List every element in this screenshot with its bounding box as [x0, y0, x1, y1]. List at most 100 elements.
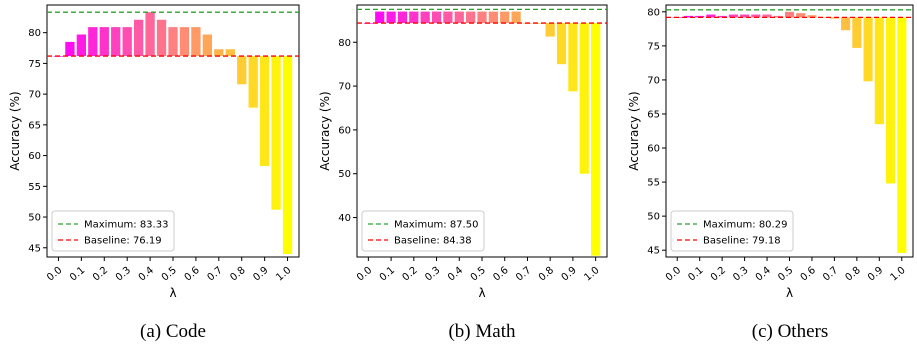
x-tick-label: 0.0 — [355, 265, 374, 284]
x-tick-label: 0.8 — [228, 265, 247, 284]
y-axis-title: Accuracy (%) — [8, 91, 22, 170]
bar — [874, 17, 884, 125]
bar — [568, 23, 578, 92]
bar — [386, 11, 396, 24]
x-tick-label: 1.0 — [888, 265, 907, 284]
x-tick-label: 0.8 — [844, 265, 863, 284]
x-tick-label: 0.2 — [400, 265, 419, 284]
y-tick-label: 50 — [28, 213, 41, 224]
x-tick-label: 0.7 — [821, 265, 840, 284]
bar — [237, 56, 247, 85]
y-tick-label: 60 — [28, 151, 41, 162]
bar — [579, 23, 589, 174]
bar — [841, 17, 851, 31]
bar — [728, 14, 738, 18]
bar — [397, 11, 408, 24]
x-tick-label: 0.5 — [160, 265, 179, 284]
subfigure-caption: (a) Code — [140, 321, 206, 342]
bar — [431, 11, 442, 24]
bar — [168, 27, 178, 57]
bar — [751, 14, 761, 18]
legend-baseline-label: Baseline: 79.18 — [703, 236, 781, 247]
bar — [477, 11, 487, 24]
y-tick-label: 55 — [647, 178, 660, 189]
x-tick-label: 0.9 — [560, 265, 579, 284]
bar — [773, 15, 783, 18]
x-tick-label: 0.4 — [137, 265, 156, 284]
legend-baseline-label: Baseline: 76.19 — [84, 236, 162, 247]
bar — [282, 56, 293, 254]
x-tick-label: 1.0 — [582, 265, 601, 284]
bar — [863, 17, 873, 82]
bar — [375, 11, 385, 24]
bar — [454, 11, 464, 24]
bar — [145, 12, 155, 57]
subfigure-caption: (c) Others — [752, 321, 829, 342]
bar — [225, 49, 235, 57]
y-tick-label: 45 — [647, 246, 660, 257]
subfigure-caption: (b) Math — [448, 321, 516, 342]
y-tick-label: 60 — [338, 125, 351, 136]
bar — [545, 23, 555, 37]
y-tick-label: 75 — [647, 41, 660, 52]
y-axis-title: Accuracy (%) — [318, 91, 332, 170]
y-tick-label: 70 — [647, 75, 660, 86]
bar — [706, 14, 716, 18]
chart-panel-math: 40 50 60 70 80 0.0 0.1 0.2 0.3 0.4 0.5 0.6 0.7 0.8 0.9… — [318, 4, 608, 342]
x-axis-title: λ — [478, 286, 485, 300]
bar — [511, 11, 521, 24]
bar — [683, 15, 694, 18]
y-tick-label: 40 — [338, 213, 351, 224]
x-tick-label: 0.9 — [251, 265, 270, 284]
bar — [852, 17, 862, 48]
bar — [740, 14, 750, 18]
bar — [179, 27, 190, 57]
y-tick-label: 45 — [28, 243, 41, 254]
x-tick-label: 0.3 — [731, 265, 750, 284]
bar — [556, 23, 567, 65]
x-tick-label: 0.0 — [664, 265, 683, 284]
bar — [156, 19, 167, 57]
x-tick-label: 0.7 — [205, 265, 224, 284]
bar — [214, 49, 224, 57]
y-tick-label: 75 — [28, 59, 41, 70]
bar — [717, 15, 727, 18]
bar — [122, 27, 132, 57]
bar — [409, 11, 419, 24]
x-tick-label: 0.4 — [754, 265, 773, 284]
x-tick-label: 0.6 — [799, 265, 818, 284]
y-tick-label: 80 — [647, 7, 660, 18]
y-tick-label: 50 — [647, 212, 660, 223]
bar — [443, 11, 453, 24]
legend-maximum-label: Maximum: 83.33 — [84, 220, 168, 231]
x-axis-title: λ — [169, 286, 176, 300]
bar — [99, 27, 109, 57]
y-tick-label: 70 — [338, 82, 351, 93]
bar — [591, 23, 601, 256]
x-tick-label: 0.6 — [491, 265, 510, 284]
legend-box — [670, 210, 794, 252]
bar — [500, 11, 510, 24]
x-tick-label: 0.3 — [114, 265, 133, 284]
x-tick-label: 0.1 — [686, 265, 705, 284]
y-tick-label: 70 — [28, 90, 41, 101]
bar — [76, 34, 87, 57]
y-axis-title: Accuracy (%) — [627, 91, 641, 170]
legend-box — [361, 210, 485, 252]
x-tick-label: 1.0 — [274, 265, 293, 284]
legend-box — [51, 210, 175, 252]
bar — [466, 11, 476, 24]
bar — [897, 17, 907, 253]
y-tick-label: 80 — [28, 28, 41, 39]
x-tick-label: 0.8 — [537, 265, 556, 284]
x-tick-label: 0.2 — [709, 265, 728, 284]
x-tick-label: 0.1 — [378, 265, 397, 284]
x-tick-label: 0.0 — [45, 265, 64, 284]
bar — [762, 14, 772, 18]
x-tick-label: 0.7 — [514, 265, 533, 284]
x-tick-label: 0.2 — [91, 265, 110, 284]
legend-baseline-label: Baseline: 84.38 — [394, 236, 472, 247]
bar — [695, 15, 705, 18]
chart-panel-others: 45 50 55 60 65 70 75 80 0.0 0.1 0.2 0.3 0.4 0.5 0.6 0.7… — [627, 4, 914, 342]
